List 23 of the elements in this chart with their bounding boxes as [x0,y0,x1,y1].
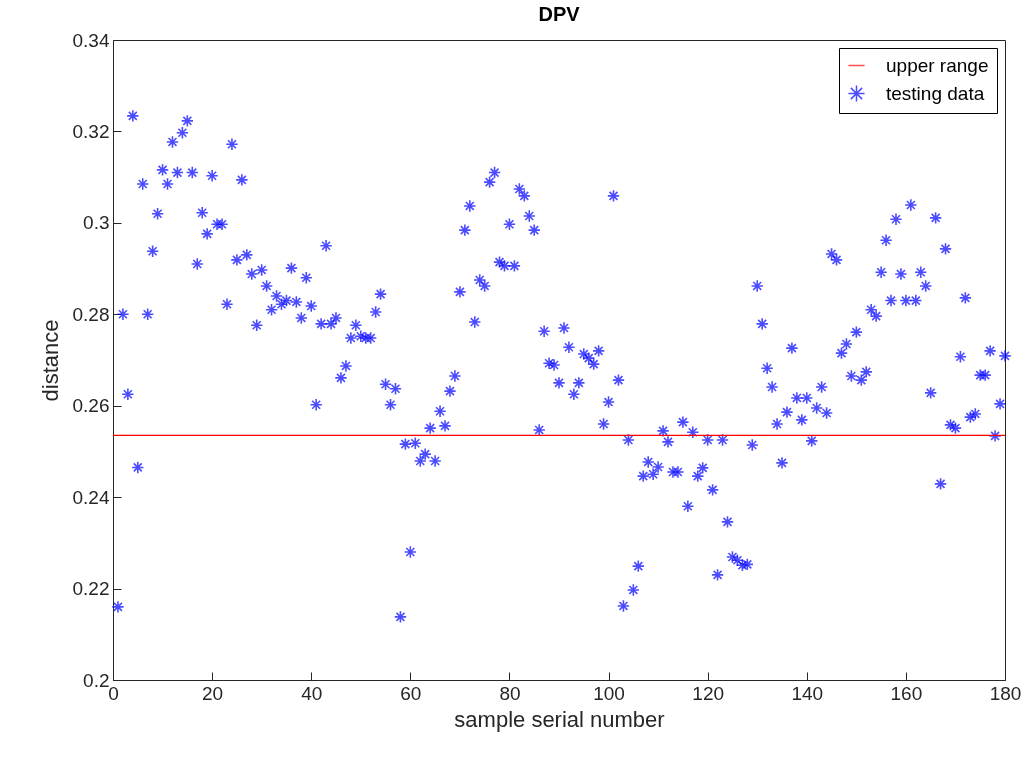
y-tick-label: 0.2 [83,669,110,691]
y-axis-title: distance [37,319,63,402]
y-tick-label: 0.28 [72,303,110,325]
x-tick-label: 160 [890,682,923,704]
y-tick-label: 0.3 [83,212,110,234]
x-tick-label: 40 [301,682,323,704]
y-tick-label: 0.26 [72,395,110,417]
y-tick-label: 0.22 [72,578,110,600]
x-axis-title: sample serial number [454,706,665,732]
x-tick-label: 0 [108,682,119,704]
legend-label: testing data [886,82,985,104]
x-tick-label: 60 [400,682,422,704]
y-tick-label: 0.34 [72,29,110,51]
y-tick-label: 0.24 [72,486,110,508]
x-tick-label: 100 [593,682,625,704]
x-tick-label: 120 [692,682,725,704]
chart-title: DPV [538,3,581,25]
x-tick-label: 140 [791,682,824,704]
y-tick-label: 0.32 [72,120,110,142]
legend-label: upper range [886,54,989,76]
x-tick-label: 80 [499,682,521,704]
x-tick-label: 180 [989,682,1022,704]
x-tick-label: 20 [202,682,224,704]
